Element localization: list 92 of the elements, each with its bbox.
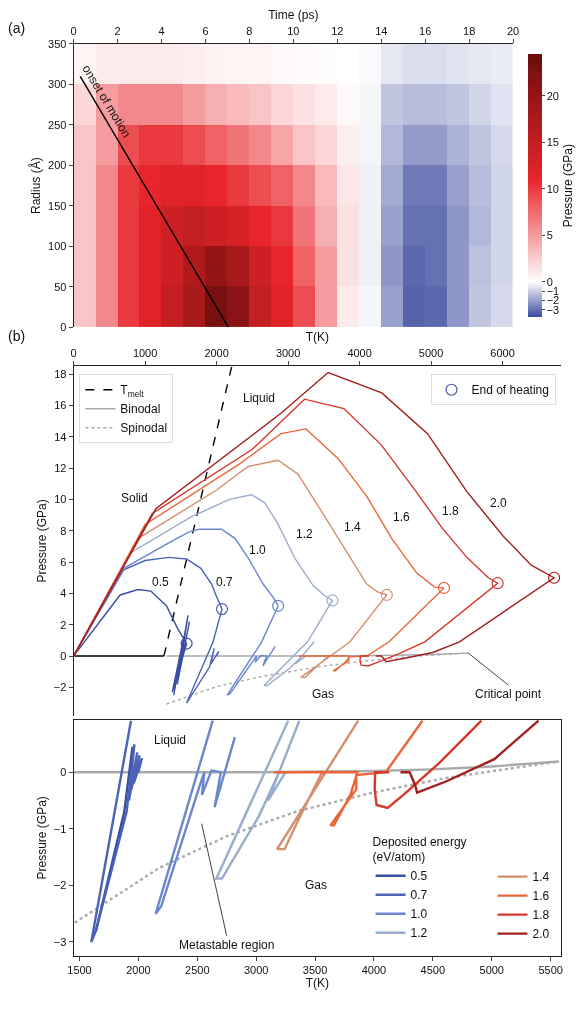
x-tick-label: 5000: [479, 964, 504, 977]
x-tick-label: 4500: [420, 964, 446, 977]
legend-label: Binodal: [120, 402, 161, 417]
y-tick-label: 10: [54, 493, 67, 506]
legend-label: 1.0: [410, 907, 428, 922]
y-tick-label: 300: [48, 78, 67, 91]
color-bar-label: 5: [546, 229, 553, 242]
y-axis-title: Radius (Å): [28, 157, 44, 214]
annotation: 2.0: [490, 496, 508, 510]
annotation: 1.0: [249, 543, 267, 557]
y-tick-label: 14: [54, 430, 67, 443]
annotation: Gas: [305, 878, 328, 892]
color-bar-label: 15: [546, 136, 559, 149]
y-tick-label: 0: [60, 766, 67, 779]
x-tick-label: 2000: [126, 964, 151, 977]
legend-label: 1.6: [532, 889, 550, 904]
annotation: Liquid: [243, 391, 276, 405]
x-tick-label: 4: [158, 24, 165, 37]
y-tick-label: 250: [48, 118, 67, 131]
annotation: 1.2: [296, 527, 314, 541]
y-tick-label: −2: [53, 879, 67, 892]
color-bar-label: 0: [546, 275, 553, 288]
annotation: Gas: [312, 687, 335, 701]
y-tick-label: 0: [60, 321, 67, 334]
annotation: Solid: [121, 491, 148, 505]
legend-label: Spinodal: [120, 421, 168, 436]
y-tick-label: 16: [54, 399, 67, 412]
annotation: 1.8: [442, 504, 460, 518]
legend-title: Deposited energy (eV/atom): [372, 834, 467, 865]
x-tick-label: 1000: [132, 346, 158, 359]
legend-label: 0.7: [410, 888, 428, 903]
y-tick-label: 18: [54, 367, 67, 380]
color-bar-title: Pressure (GPa): [560, 143, 575, 228]
y-tick-label: −3: [53, 935, 67, 948]
y-axis-title: Pressure (GPa): [35, 499, 50, 583]
x-tick-label: 5000: [418, 346, 444, 359]
y-tick-label: 50: [54, 280, 67, 293]
y-tick-label: 200: [48, 159, 67, 172]
legend-label: T$_{melt}$: [120, 383, 145, 399]
text: (a): [8, 20, 26, 36]
y-axis-title: Pressure (GPa): [35, 796, 50, 880]
x-tick-label: 3500: [302, 964, 328, 977]
color-bar-label: 20: [546, 89, 559, 102]
annotation: 0.7: [216, 575, 234, 589]
x-tick-label: 0: [70, 24, 77, 37]
annotation: Critical point: [475, 687, 542, 701]
x-tick-label: 2000: [204, 346, 229, 359]
y-tick-label: 0: [60, 649, 67, 662]
y-tick-label: 6: [60, 555, 67, 568]
x-tick-label: 20: [506, 24, 520, 37]
x-tick-label: 18: [463, 24, 476, 37]
annotation: 1.4: [344, 520, 362, 534]
annotation: Metastable region: [179, 938, 275, 952]
x-tick-label: 12: [331, 24, 344, 37]
annotation: Liquid: [154, 733, 187, 747]
x-tick-label: 6000: [490, 346, 515, 359]
color-bar-label: 10: [546, 182, 559, 195]
x-tick-label: 3000: [275, 346, 301, 359]
y-tick-label: −1: [53, 822, 67, 835]
x-tick-label: 0: [70, 346, 77, 359]
annotation: 0.5: [152, 575, 170, 589]
x-tick-label: 3000: [243, 964, 269, 977]
y-tick-label: −2: [53, 681, 67, 694]
x-tick-label: 14: [375, 24, 388, 37]
y-tick-label: 8: [60, 524, 67, 537]
x-tick-label: 16: [419, 24, 432, 37]
legend-label: 2.0: [532, 927, 550, 942]
x-tick-label: 5500: [538, 964, 563, 977]
y-tick-label: 2: [60, 618, 67, 631]
x-tick-label: 8: [246, 24, 253, 37]
x-axis-title: Time (ps): [268, 7, 319, 22]
x-axis-title: T(K): [305, 330, 330, 345]
x-tick-label: 1500: [67, 964, 92, 977]
legend-label: 1.4: [532, 870, 550, 885]
x-axis-title: T(K): [305, 976, 330, 991]
x-tick-label: 4000: [361, 964, 387, 977]
annotation: 1.6: [393, 510, 411, 524]
y-tick-label: 12: [54, 461, 67, 474]
x-tick-label: 2500: [185, 964, 210, 977]
x-tick-label: 6: [202, 24, 209, 37]
x-tick-label: 4000: [347, 346, 372, 359]
y-tick-label: 350: [48, 37, 67, 50]
legend-label: 1.2: [410, 926, 428, 941]
y-tick-label: 100: [48, 240, 67, 253]
x-tick-label: 2: [114, 24, 121, 37]
legend-label: End of heating: [471, 383, 549, 398]
legend-label: 0.5: [410, 869, 428, 884]
legend-label: 1.8: [532, 908, 550, 923]
x-tick-label: 10: [287, 24, 300, 37]
y-tick-label: 4: [60, 587, 67, 600]
y-tick-label: 150: [48, 199, 67, 212]
text: (b): [8, 328, 26, 344]
